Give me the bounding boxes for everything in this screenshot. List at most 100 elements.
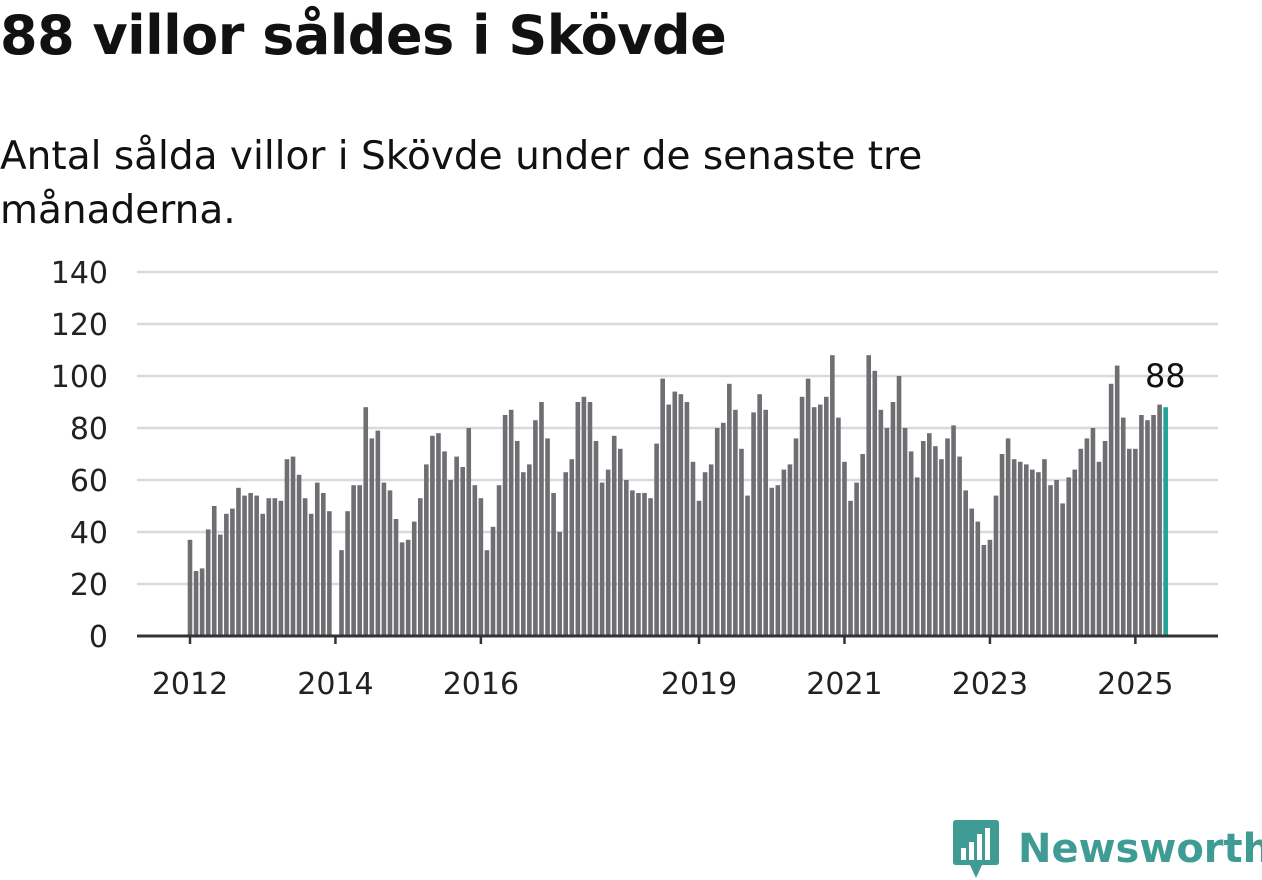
- y-tick-label-120: 120: [51, 308, 108, 343]
- bar-14: [272, 498, 278, 636]
- bar-161: [1163, 407, 1168, 636]
- bar-149: [1090, 428, 1096, 636]
- bar-2: [199, 568, 205, 636]
- bar-71: [617, 448, 623, 636]
- x-tick-label-2019: 2019: [661, 667, 737, 702]
- bar-15: [278, 500, 284, 636]
- bar-77: [654, 443, 659, 636]
- chart-subtitle: Antal sålda villor i Skövde under de sen…: [0, 134, 923, 233]
- bar-63: [569, 459, 575, 636]
- bar-5: [218, 534, 223, 636]
- y-tick-label-80: 80: [70, 412, 108, 447]
- bar-147: [1078, 448, 1084, 636]
- bar-42: [442, 451, 447, 636]
- bar-132: [987, 539, 993, 636]
- bar-101: [799, 396, 805, 636]
- bar-89: [727, 383, 732, 636]
- bar-4: [211, 506, 217, 636]
- bar-114: [878, 409, 884, 636]
- bar-113: [872, 370, 878, 636]
- bar-94: [757, 394, 762, 636]
- bar-123: [933, 446, 938, 636]
- bar-35: [399, 542, 405, 636]
- bar-12: [260, 513, 266, 636]
- bar-60: [551, 493, 556, 636]
- bar-104: [817, 404, 823, 636]
- bar-22: [321, 493, 326, 636]
- y-axis-tick-labels: 0 20 40 60 80 100 120 140: [51, 256, 108, 655]
- bar-131: [981, 545, 987, 636]
- bar-18: [296, 474, 302, 636]
- bar-81: [678, 394, 684, 636]
- bar-53: [508, 409, 514, 636]
- bar-158: [1145, 420, 1150, 636]
- bar-87: [714, 428, 720, 636]
- bar-3: [205, 529, 211, 636]
- bar-46: [466, 428, 472, 636]
- bar-142: [1048, 485, 1053, 636]
- bar-59: [545, 438, 550, 636]
- bar-64: [575, 402, 581, 636]
- bar-100: [793, 438, 799, 636]
- bar-74: [636, 493, 641, 636]
- x-tick-label-2025: 2025: [1097, 667, 1173, 702]
- bar-20: [308, 513, 314, 636]
- bar-112: [866, 355, 872, 636]
- bar-37: [411, 521, 417, 636]
- x-tick-label-2012: 2012: [152, 667, 228, 702]
- bar-13: [266, 498, 272, 636]
- brand: Newsworthy: [952, 818, 1262, 880]
- bar-133: [993, 495, 999, 636]
- bar-11: [254, 495, 259, 636]
- bar-95: [763, 409, 768, 636]
- bar-117: [896, 376, 902, 636]
- bar-116: [890, 402, 896, 636]
- bar-6: [224, 513, 229, 636]
- bar-91: [739, 448, 744, 636]
- bar-56: [527, 464, 532, 636]
- y-tick-label-20: 20: [70, 568, 108, 603]
- bar-93: [751, 412, 756, 636]
- bar-108: [842, 461, 847, 636]
- bar-118: [902, 428, 908, 636]
- bar-70: [611, 435, 617, 636]
- bar-49: [484, 550, 490, 636]
- bar-126: [951, 425, 956, 636]
- bar-76: [648, 498, 653, 636]
- bar-25: [339, 550, 344, 636]
- bar-41: [436, 433, 441, 636]
- bar-72: [624, 480, 629, 636]
- bar-61: [557, 532, 562, 636]
- bar-28: [357, 485, 362, 636]
- bar-57: [533, 420, 538, 636]
- bar-65: [581, 396, 587, 636]
- bar-36: [405, 539, 411, 636]
- bar-32: [381, 482, 387, 636]
- bar-26: [345, 511, 350, 636]
- bar-43: [448, 480, 453, 636]
- bar-122: [927, 433, 932, 636]
- bar-103: [811, 407, 817, 636]
- y-tick-label-0: 0: [89, 620, 108, 655]
- bar-86: [708, 464, 714, 636]
- bar-115: [884, 428, 890, 636]
- bar-80: [672, 391, 678, 636]
- bar-136: [1011, 459, 1017, 636]
- bar-96: [769, 487, 775, 636]
- x-tick-label-2016: 2016: [443, 667, 519, 702]
- bar-138: [1023, 464, 1029, 636]
- bar-83: [690, 461, 696, 636]
- bar-34: [393, 519, 399, 636]
- bar-99: [787, 464, 793, 636]
- bar-54: [514, 441, 520, 636]
- y-tick-label-100: 100: [51, 360, 108, 395]
- bar-67: [593, 441, 599, 636]
- bar-1: [193, 571, 199, 636]
- bar-157: [1139, 415, 1144, 636]
- bar-66: [587, 402, 593, 636]
- bar-69: [605, 469, 611, 636]
- bar-38: [417, 498, 423, 636]
- bar-119: [908, 451, 914, 636]
- bar-129: [969, 508, 975, 636]
